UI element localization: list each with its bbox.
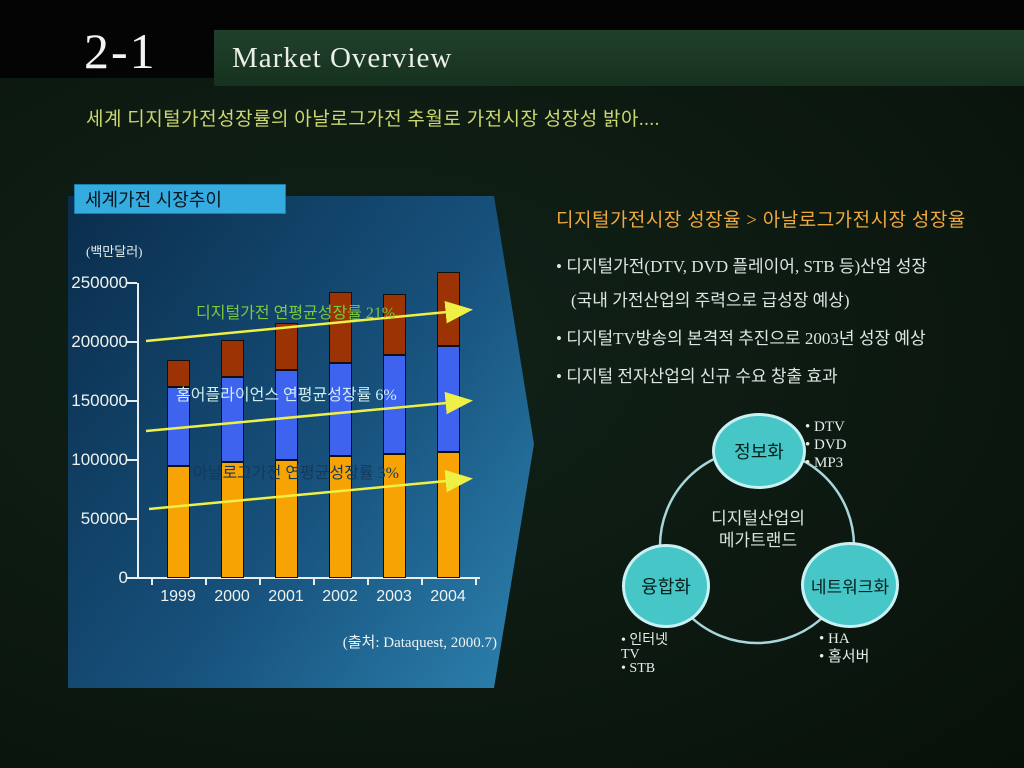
page-number: 2-1 [84, 23, 157, 79]
list-item: TV [621, 647, 640, 662]
x-tick-mark [421, 578, 423, 585]
bar-segment-디지털가전-2004 [437, 272, 460, 346]
bullet-line: • 디지털 전자산업의 신규 수요 창출 효과 [556, 367, 838, 386]
bar-segment-디지털가전-2001 [275, 323, 298, 371]
list-item: • DVD [805, 437, 847, 453]
list-item: • HA [819, 631, 850, 647]
bullet-dot: • [556, 257, 567, 276]
x-tick-mark [367, 578, 369, 585]
bar-segment-디지털가전-2000 [221, 339, 244, 378]
chart-source: (출처: Dataquest, 2000.7) [342, 635, 497, 651]
y-tick-mark [127, 518, 137, 520]
y-tick-mark [127, 341, 137, 343]
x-tick-label: 2004 [430, 588, 466, 605]
x-tick-label: 2002 [322, 588, 358, 605]
list-item: • MP3 [805, 455, 844, 471]
y-tick-mark [127, 459, 137, 461]
chart-unit-label: (백만달러) [86, 244, 143, 259]
y-tick-label: 250000 [71, 273, 128, 292]
annotation-digital-growth: 디지털가전 연평균성장률 21% [196, 305, 396, 322]
list-item: • 홈서버 [819, 649, 870, 665]
header-green-bar [214, 30, 1024, 86]
node-networking: 네트워크화 [801, 542, 899, 628]
bullet-item: • 디지털TV방송의 본격적 추진으로 2003년 성장 예상 [556, 324, 1018, 354]
bar-segment-홈어플라이언스-2004 [437, 345, 460, 452]
x-axis-line [137, 577, 480, 579]
y-tick-mark [127, 577, 137, 579]
x-tick-mark [475, 578, 477, 585]
y-tick-label: 200000 [71, 332, 128, 351]
right-bullet-list: • 디지털가전(DTV, DVD 플레이어, STB 등)산업 성장 (국내 가전… [556, 252, 1018, 400]
informatization-item-list: • DTV • DVD • MP3 [805, 418, 847, 472]
bullet-item: • 디지털가전(DTV, DVD 플레이어, STB 등)산업 성장 (국내 가전… [556, 252, 1018, 316]
list-item: • STB [621, 661, 656, 676]
node-label: 융합화 [641, 577, 691, 597]
center-label-line1: 디지털산업의 [711, 509, 805, 528]
list-item: • 인터넷 [621, 633, 669, 648]
convergence-item-list: • 인터넷 TV • STB [621, 634, 668, 676]
x-tick-mark [205, 578, 207, 585]
x-tick-mark [151, 578, 153, 585]
x-tick-label: 2003 [376, 588, 412, 605]
diagram-center-label: 디지털산업의 메가트랜드 [682, 508, 834, 552]
networking-item-list: • HA • 홈서버 [819, 630, 869, 666]
node-informatization: 정보화 [712, 413, 806, 489]
y-tick-label: 0 [118, 568, 128, 587]
x-tick-mark [313, 578, 315, 585]
y-tick-label: 150000 [71, 391, 128, 410]
bullet-continuation: (국내 가전산업의 주력으로 급성장 예상) [571, 291, 850, 310]
x-tick-mark [259, 578, 261, 585]
x-tick-label: 2000 [214, 588, 250, 605]
bullet-dot: • [556, 367, 567, 386]
y-tick-label: 100000 [71, 450, 128, 469]
slide-title: Market Overview [232, 42, 453, 74]
node-label: 네트워크화 [810, 577, 890, 597]
y-axis-line [137, 283, 139, 579]
y-tick-mark [127, 282, 137, 284]
bar-segment-아날로그가전-2004 [437, 451, 460, 578]
bullet-line: • 디지털TV방송의 본격적 추진으로 2003년 성장 예상 [556, 329, 926, 348]
y-tick-label: 50000 [80, 509, 128, 528]
annotation-analog-growth: 아날로그가전 연평균성장률 3% [193, 465, 399, 482]
bullet-line: • 디지털가전(DTV, DVD 플레이어, STB 등)산업 성장 [556, 257, 927, 276]
list-item: • DTV [805, 419, 845, 435]
bullet-dot: • [556, 329, 567, 348]
x-tick-label: 2001 [268, 588, 304, 605]
x-tick-label: 1999 [160, 588, 196, 605]
bar-segment-홈어플라이언스-2002 [329, 363, 352, 457]
bar-segment-디지털가전-1999 [167, 359, 190, 387]
bar-segment-아날로그가전-1999 [167, 465, 190, 578]
node-label: 정보화 [734, 442, 784, 462]
bullet-item: • 디지털 전자산업의 신규 수요 창출 효과 [556, 362, 1018, 392]
y-tick-mark [127, 400, 137, 402]
annotation-home-appliance-growth: 홈어플라이언스 연평균성장률 6% [176, 387, 397, 404]
center-label-line2: 메가트랜드 [718, 531, 798, 550]
node-convergence: 융합화 [622, 544, 710, 628]
comparison-heading: 디지털가전시장 성장율 > 아날로그가전시장 성장율 [556, 210, 966, 231]
chart-title-box: 세계가전 시장추이 [74, 184, 286, 214]
slide-subtitle: 세계 디지털가전성장률의 아날로그가전 추월로 가전시장 성장성 밝아.... [86, 109, 660, 130]
